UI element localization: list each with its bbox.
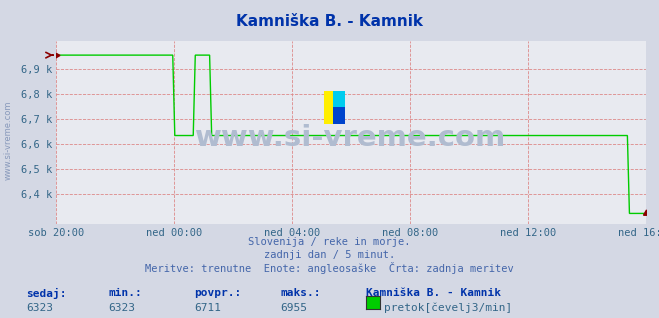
Text: pretok[čevelj3/min]: pretok[čevelj3/min] <box>384 303 513 313</box>
Text: povpr.:: povpr.: <box>194 288 242 298</box>
Text: 6711: 6711 <box>194 303 221 313</box>
Text: maks.:: maks.: <box>280 288 320 298</box>
Text: zadnji dan / 5 minut.: zadnji dan / 5 minut. <box>264 250 395 259</box>
Text: sedaj:: sedaj: <box>26 288 67 299</box>
Text: 6323: 6323 <box>26 303 53 313</box>
Text: 6955: 6955 <box>280 303 307 313</box>
Text: www.si-vreme.com: www.si-vreme.com <box>3 100 13 180</box>
Text: Kamniška B. - Kamnik: Kamniška B. - Kamnik <box>366 288 501 298</box>
Text: min.:: min.: <box>109 288 142 298</box>
Bar <box>333 107 345 124</box>
Bar <box>324 91 337 124</box>
Text: Kamniška B. - Kamnik: Kamniška B. - Kamnik <box>236 14 423 29</box>
Text: www.si-vreme.com: www.si-vreme.com <box>195 124 507 152</box>
Text: 6323: 6323 <box>109 303 136 313</box>
Bar <box>333 91 345 124</box>
Text: Slovenija / reke in morje.: Slovenija / reke in morje. <box>248 237 411 247</box>
Text: Meritve: trenutne  Enote: angleosaške  Črta: zadnja meritev: Meritve: trenutne Enote: angleosaške Črt… <box>145 262 514 274</box>
